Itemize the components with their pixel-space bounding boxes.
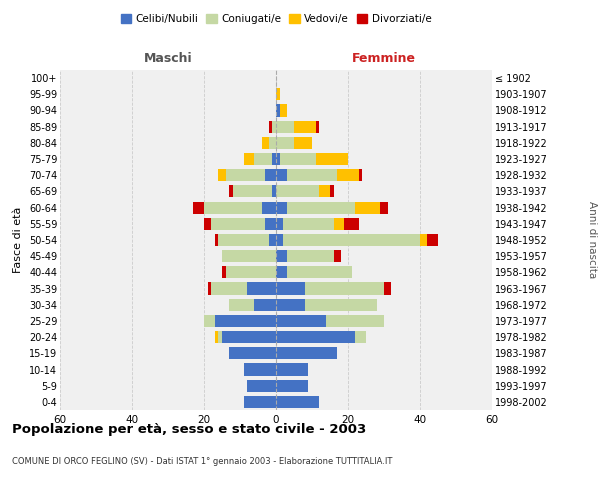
Bar	[226, 169, 265, 181]
Bar	[222, 266, 226, 278]
Bar	[276, 234, 283, 246]
Bar	[208, 282, 211, 294]
Bar	[384, 282, 391, 294]
Bar	[265, 169, 276, 181]
Bar	[276, 218, 283, 230]
Bar	[269, 137, 276, 149]
Bar	[218, 234, 269, 246]
Bar	[215, 234, 218, 246]
Bar	[276, 202, 287, 213]
Bar	[276, 186, 319, 198]
Bar	[326, 315, 384, 327]
Bar	[276, 104, 280, 117]
Bar	[276, 331, 355, 343]
Bar	[218, 169, 226, 181]
Text: Maschi: Maschi	[143, 52, 193, 65]
Bar	[226, 266, 276, 278]
Bar	[229, 186, 233, 198]
Bar	[276, 315, 326, 327]
Bar	[287, 202, 355, 213]
Bar	[276, 266, 287, 278]
Bar	[244, 153, 254, 165]
Bar	[254, 298, 276, 311]
Bar	[355, 331, 366, 343]
Text: Femmine: Femmine	[352, 52, 416, 65]
Bar	[316, 153, 348, 165]
Bar	[380, 202, 388, 213]
Bar	[305, 298, 377, 311]
Bar	[265, 218, 276, 230]
Bar	[211, 218, 265, 230]
Bar	[359, 169, 362, 181]
Bar	[330, 186, 334, 198]
Bar	[334, 250, 341, 262]
Bar	[269, 120, 272, 132]
Bar	[316, 120, 319, 132]
Bar	[420, 234, 427, 246]
Bar	[344, 218, 359, 230]
Bar	[276, 169, 287, 181]
Bar	[262, 137, 269, 149]
Bar	[427, 234, 438, 246]
Bar	[272, 120, 276, 132]
Bar	[204, 315, 215, 327]
Bar	[276, 88, 280, 101]
Bar	[215, 331, 218, 343]
Bar	[276, 137, 294, 149]
Bar	[229, 348, 276, 360]
Bar	[280, 104, 287, 117]
Bar	[276, 348, 337, 360]
Bar	[247, 282, 276, 294]
Bar	[211, 282, 247, 294]
Bar	[272, 186, 276, 198]
Legend: Celibi/Nubili, Coniugati/e, Vedovi/e, Divorziati/e: Celibi/Nubili, Coniugati/e, Vedovi/e, Di…	[116, 10, 436, 29]
Bar	[276, 153, 280, 165]
Bar	[287, 169, 337, 181]
Bar	[215, 315, 276, 327]
Bar	[337, 169, 359, 181]
Bar	[244, 396, 276, 408]
Bar	[276, 396, 319, 408]
Bar	[283, 234, 420, 246]
Bar	[287, 266, 352, 278]
Bar	[287, 250, 334, 262]
Bar	[244, 364, 276, 376]
Bar	[334, 218, 344, 230]
Bar	[218, 331, 222, 343]
Bar	[305, 282, 384, 294]
Bar	[355, 202, 380, 213]
Bar	[193, 202, 204, 213]
Bar	[254, 153, 272, 165]
Bar	[222, 250, 276, 262]
Text: Popolazione per età, sesso e stato civile - 2003: Popolazione per età, sesso e stato civil…	[12, 422, 366, 436]
Bar	[269, 234, 276, 246]
Text: COMUNE DI ORCO FEGLINO (SV) - Dati ISTAT 1° gennaio 2003 - Elaborazione TUTTITAL: COMUNE DI ORCO FEGLINO (SV) - Dati ISTAT…	[12, 458, 392, 466]
Bar	[276, 364, 308, 376]
Bar	[280, 153, 316, 165]
Bar	[222, 331, 276, 343]
Bar	[233, 186, 272, 198]
Bar	[204, 218, 211, 230]
Bar	[229, 298, 254, 311]
Bar	[262, 202, 276, 213]
Bar	[276, 380, 308, 392]
Bar	[276, 120, 294, 132]
Bar	[204, 202, 262, 213]
Y-axis label: Fasce di età: Fasce di età	[13, 207, 23, 273]
Bar	[247, 380, 276, 392]
Bar	[283, 218, 334, 230]
Bar	[294, 137, 312, 149]
Bar	[272, 153, 276, 165]
Bar	[294, 120, 316, 132]
Bar	[276, 250, 287, 262]
Bar	[276, 298, 305, 311]
Text: Anni di nascita: Anni di nascita	[587, 202, 597, 278]
Bar	[276, 282, 305, 294]
Bar	[319, 186, 330, 198]
